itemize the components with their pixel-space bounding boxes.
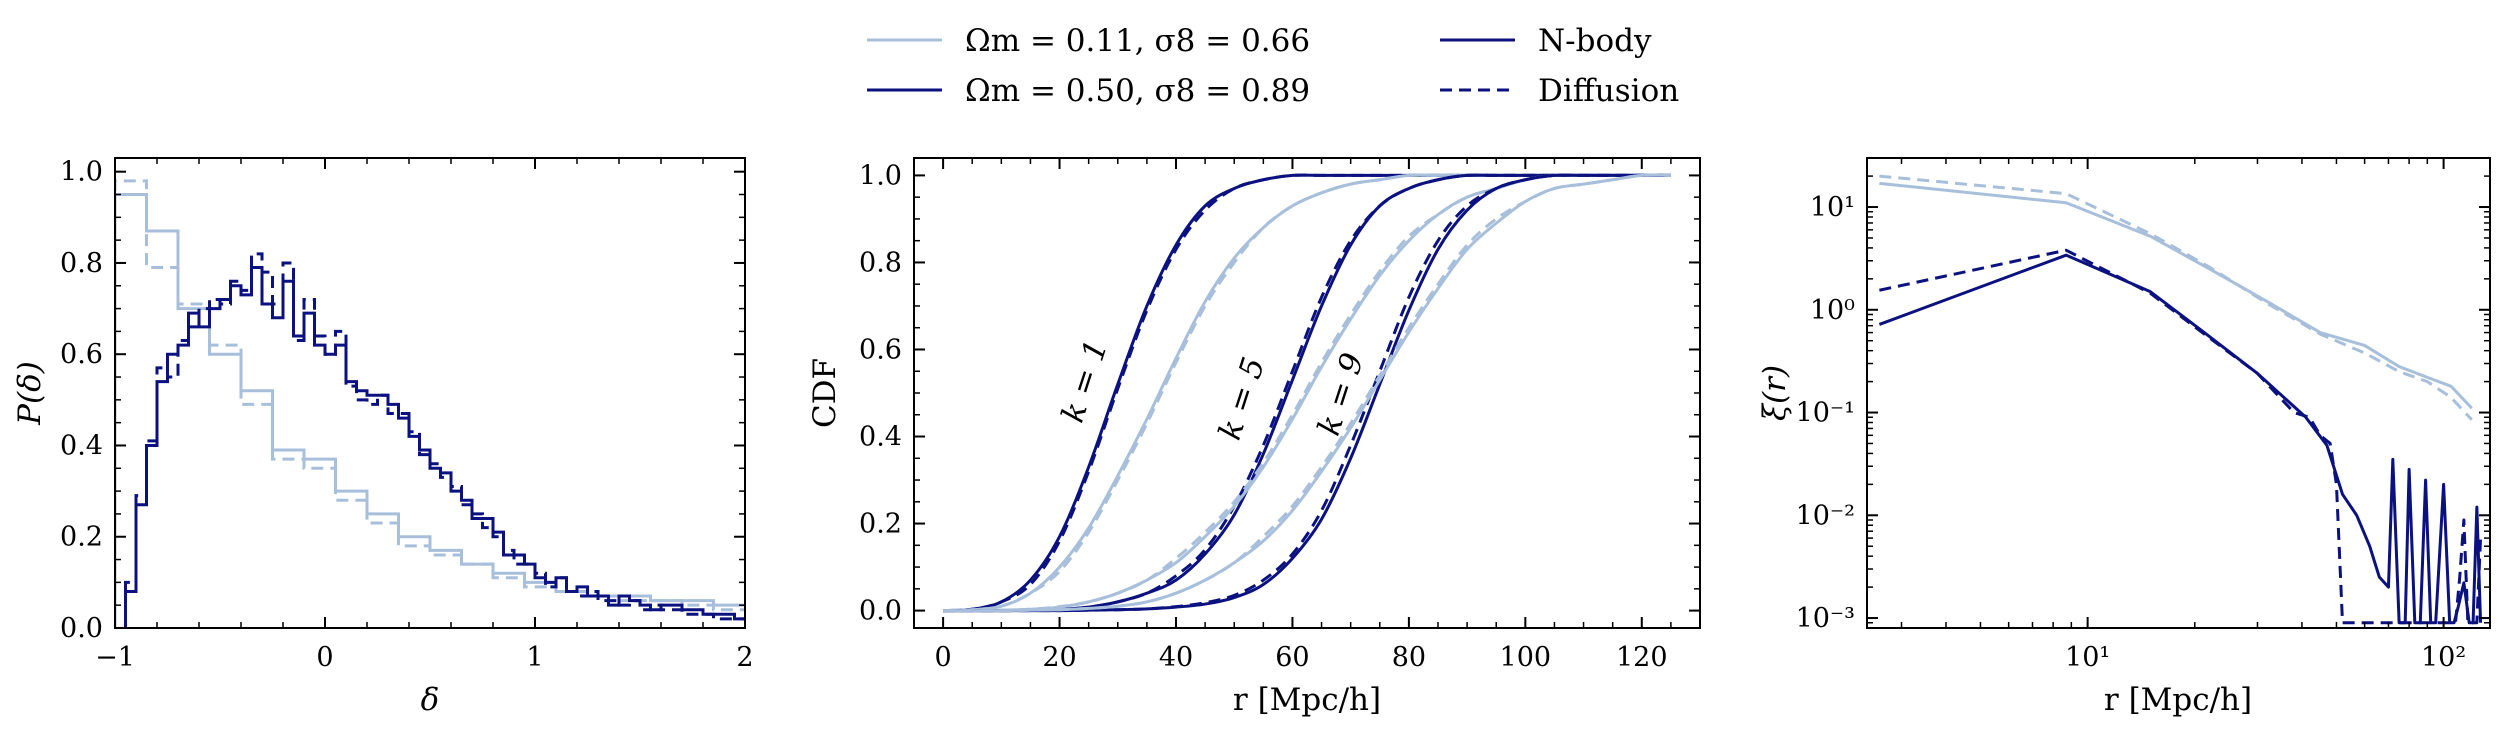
x-tick-label: 0: [935, 642, 952, 673]
cdf-frame: [913, 157, 1701, 629]
y-tick-label: 0.0: [859, 596, 902, 627]
x-tick-label: 100: [1500, 642, 1552, 673]
y-tick-label: 10⁰: [1810, 295, 1855, 326]
y-tick-label: 1.0: [859, 160, 902, 191]
cdf-series: [943, 173, 1671, 613]
cdf-annotation-k: k = 1: [1055, 336, 1115, 427]
x-tick-label: 2: [736, 642, 753, 673]
y-tick-label: 0.6: [60, 339, 103, 370]
histogram-series-2: [124, 266, 745, 628]
cdf-xlabel: r [Mpc/h]: [1233, 682, 1381, 718]
density-histogram-axes: −1 0 1 2 0.0 0.2 0.4 0.6 0.8 1.0: [60, 157, 754, 673]
correlation-function-series: [1878, 174, 2483, 625]
y-tick-label: 0.8: [60, 248, 103, 279]
y-tick-label: 0.2: [859, 509, 902, 540]
histogram-series-3: [124, 252, 745, 628]
legend-label-high-omega: Ωm = 0.50, σ8 = 0.89: [965, 73, 1310, 109]
histogram-series-0: [115, 193, 745, 628]
y-tick-label: 10¹: [1810, 192, 1855, 223]
legend-label-diffusion: Diffusion: [1538, 73, 1679, 109]
x-tick-label: 1: [526, 642, 543, 673]
y-tick-label: 10⁻¹: [1796, 398, 1855, 429]
density-histogram-panel: −1 0 1 2 0.0 0.2 0.4 0.6 0.8 1.0 δ P(δ): [12, 157, 754, 718]
density-histogram-ylabel: P(δ): [12, 361, 48, 426]
y-tick-label: 0.8: [859, 247, 902, 278]
cdf-ylabel: CDF: [807, 358, 843, 428]
y-tick-label: 1.0: [60, 157, 103, 188]
legend-label-low-omega: Ωm = 0.11, σ8 = 0.66: [965, 23, 1310, 59]
x-tick-label: 40: [1159, 642, 1193, 673]
x-tick-label: 0: [316, 642, 333, 673]
y-tick-label: 0.4: [60, 430, 103, 461]
y-tick-label: 0.6: [859, 334, 902, 365]
xi-series-2: [1878, 253, 2483, 625]
x-tick-label: −1: [95, 642, 135, 673]
cdf-series-6: [943, 173, 1671, 613]
density-histogram-xlabel: δ: [421, 682, 440, 718]
y-tick-label: 10⁻²: [1796, 500, 1855, 531]
histogram-series-1: [115, 179, 745, 628]
correlation-function-axes: 10¹ 10² 10⁻³ 10⁻² 10⁻¹ 10⁰ 10¹: [1796, 157, 2490, 673]
xi-series-3: [1879, 248, 2483, 625]
xi-series-1: [1879, 174, 2473, 421]
density-histogram-series: [115, 179, 745, 628]
y-tick-label: 0.2: [60, 522, 103, 553]
legend-label-nbody: N-body: [1538, 23, 1652, 59]
correlation-function-xlabel: r [Mpc/h]: [2104, 682, 2252, 718]
correlation-function-panel: 10¹ 10² 10⁻³ 10⁻² 10⁻¹ 10⁰ 10¹ r [Mpc/h] ξ(r): [1757, 157, 2491, 718]
correlation-function-ylabel: ξ(r): [1757, 365, 1793, 421]
cdf-annotation-k: k = 5: [1212, 353, 1272, 444]
density-histogram-frame: [114, 157, 746, 629]
x-tick-label: 10¹: [2065, 642, 2110, 673]
cdf-panel: 0 20 40 60 80 100 120 0.0 0.2 0.4 0.6 0.8 1.0 k = 1 k…: [807, 157, 1701, 718]
xi-series-0: [1879, 181, 2473, 410]
x-tick-label: 20: [1042, 642, 1076, 673]
cdf-series-11: [943, 173, 1671, 613]
x-tick-label: 80: [1392, 642, 1426, 673]
x-tick-label: 60: [1275, 642, 1309, 673]
figure-legend: Ωm = 0.11, σ8 = 0.66 Ωm = 0.50, σ8 = 0.8…: [867, 23, 1679, 109]
y-tick-label: 0.0: [60, 613, 103, 644]
y-tick-label: 10⁻³: [1796, 603, 1855, 634]
cdf-axes: 0 20 40 60 80 100 120 0.0 0.2 0.4 0.6 0.8 1.0: [859, 158, 1700, 673]
x-tick-label: 120: [1616, 642, 1668, 673]
correlation-function-frame: [1866, 157, 2491, 629]
x-tick-label: 10²: [2421, 642, 2466, 673]
y-tick-label: 0.4: [859, 422, 902, 453]
